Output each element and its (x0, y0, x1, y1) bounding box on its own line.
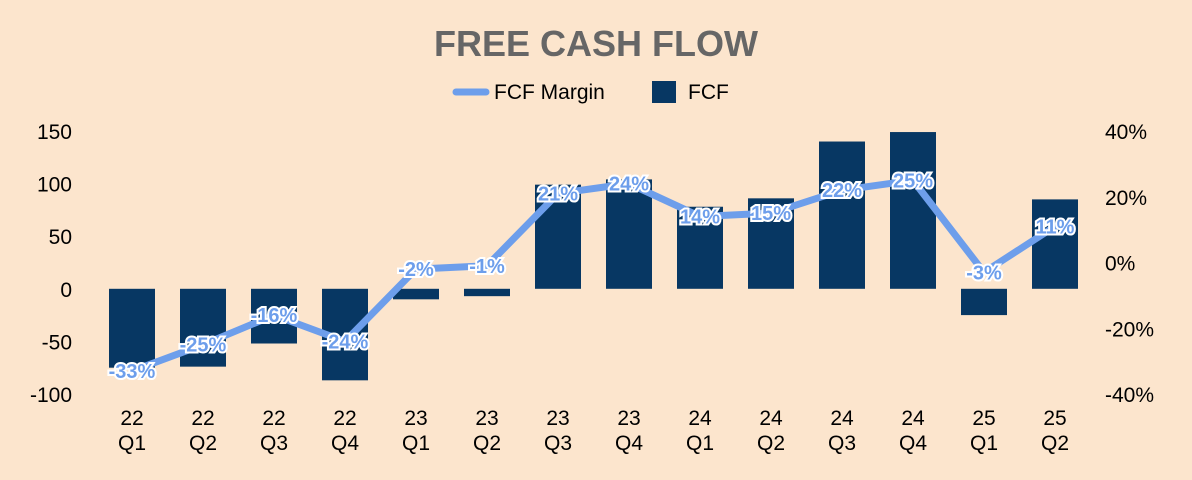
fcf-margin-data-label: -3% (966, 262, 1002, 284)
fcf-bar (890, 132, 936, 289)
y-left-tick-label: 50 (49, 226, 72, 249)
fcf-margin-data-label: 24% (609, 174, 649, 196)
fcf-margin-data-label: 25% (893, 170, 933, 192)
y-right-tick-label: 40% (1105, 121, 1147, 144)
fcf-bar (606, 179, 652, 289)
x-category-year: 25 (1043, 407, 1066, 430)
x-category-quarter: Q2 (189, 432, 217, 455)
fcf-margin-data-label: 22% (822, 180, 862, 202)
fcf-margin-data-label: 21% (538, 183, 578, 205)
fcf-margin-data-label: -2% (398, 259, 434, 281)
legend: FCF Margin FCF (452, 81, 729, 104)
x-category-year: 25 (972, 407, 995, 430)
y-axis-left: 150 100 50 0 -50 -100 (30, 121, 72, 407)
fcf-bar (109, 288, 155, 368)
y-left-tick-label: -50 (42, 331, 72, 354)
y-right-tick-label: 0% (1105, 253, 1135, 276)
fcf-bar (677, 206, 723, 289)
x-category-year: 24 (759, 407, 783, 430)
x-category-year: 23 (475, 407, 498, 430)
y-right-tick-label: -40% (1105, 384, 1154, 407)
x-category-quarter: Q4 (899, 432, 927, 455)
y-axis-right: 40% 20% 0% -20% -40% (1105, 121, 1154, 407)
x-category-quarter: Q2 (473, 432, 501, 455)
fcf-margin-line (128, 176, 1059, 375)
x-category-quarter: Q1 (118, 432, 146, 455)
x-category-year: 22 (191, 407, 214, 430)
x-category-year: 24 (688, 407, 712, 430)
x-category-quarter: Q2 (757, 432, 785, 455)
fcf-margin-data-label: -16% (251, 305, 298, 327)
x-category-year: 24 (901, 407, 925, 430)
fcf-margin-series-line (128, 176, 1059, 375)
x-category-year: 22 (333, 407, 356, 430)
fcf-bar (819, 141, 865, 289)
y-left-tick-label: 0 (60, 279, 72, 302)
legend-bar-swatch (652, 81, 676, 103)
fcf-bar (1032, 199, 1078, 289)
fcf-margin-labels: -33% -25% -16% -24% -2% -1% 21% 24% 14% 15% 22% 25%… (107, 168, 1077, 385)
fcf-bars (109, 132, 1078, 381)
legend-label-fcf: FCF (688, 81, 729, 104)
fcf-margin-data-label: -25% (180, 335, 227, 357)
x-category-quarter: Q2 (1041, 432, 1069, 455)
x-category-quarter: Q1 (686, 432, 714, 455)
fcf-bar (961, 288, 1007, 316)
x-category-year: 24 (830, 407, 854, 430)
chart-title: FREE CASH FLOW (434, 23, 758, 64)
fcf-margin-data-label: 15% (751, 203, 791, 225)
fcf-margin-data-label: -33% (109, 361, 156, 383)
y-right-tick-label: 20% (1105, 187, 1147, 210)
y-left-tick-label: 100 (37, 174, 72, 197)
x-category-year: 22 (120, 407, 143, 430)
y-left-tick-label: 150 (37, 121, 72, 144)
x-category-quarter: Q1 (970, 432, 998, 455)
x-category-year: 22 (262, 407, 285, 430)
fcf-margin-data-label: 14% (680, 206, 720, 228)
x-category-year: 23 (546, 407, 569, 430)
x-category-quarter: Q3 (260, 432, 288, 455)
x-category-quarter: Q4 (615, 432, 643, 455)
legend-label-fcf-margin: FCF Margin (494, 81, 605, 104)
fcf-bar (535, 184, 581, 289)
x-category-quarter: Q4 (331, 432, 359, 455)
x-category-year: 23 (617, 407, 640, 430)
fcf-bar (464, 288, 510, 297)
x-axis-categories: 22Q122Q222Q322Q423Q123Q223Q323Q424Q124Q2… (118, 407, 1069, 455)
x-category-year: 23 (404, 407, 427, 430)
fcf-margin-data-label: -1% (469, 256, 505, 278)
y-right-tick-label: -20% (1105, 318, 1154, 341)
x-category-quarter: Q3 (544, 432, 572, 455)
fcf-bar (393, 288, 439, 300)
x-category-quarter: Q3 (828, 432, 856, 455)
fcf-margin-data-label: -24% (322, 331, 369, 353)
y-left-tick-label: -100 (30, 384, 72, 407)
fcf-margin-data-label: 11% (1036, 216, 1075, 238)
x-category-quarter: Q1 (402, 432, 430, 455)
